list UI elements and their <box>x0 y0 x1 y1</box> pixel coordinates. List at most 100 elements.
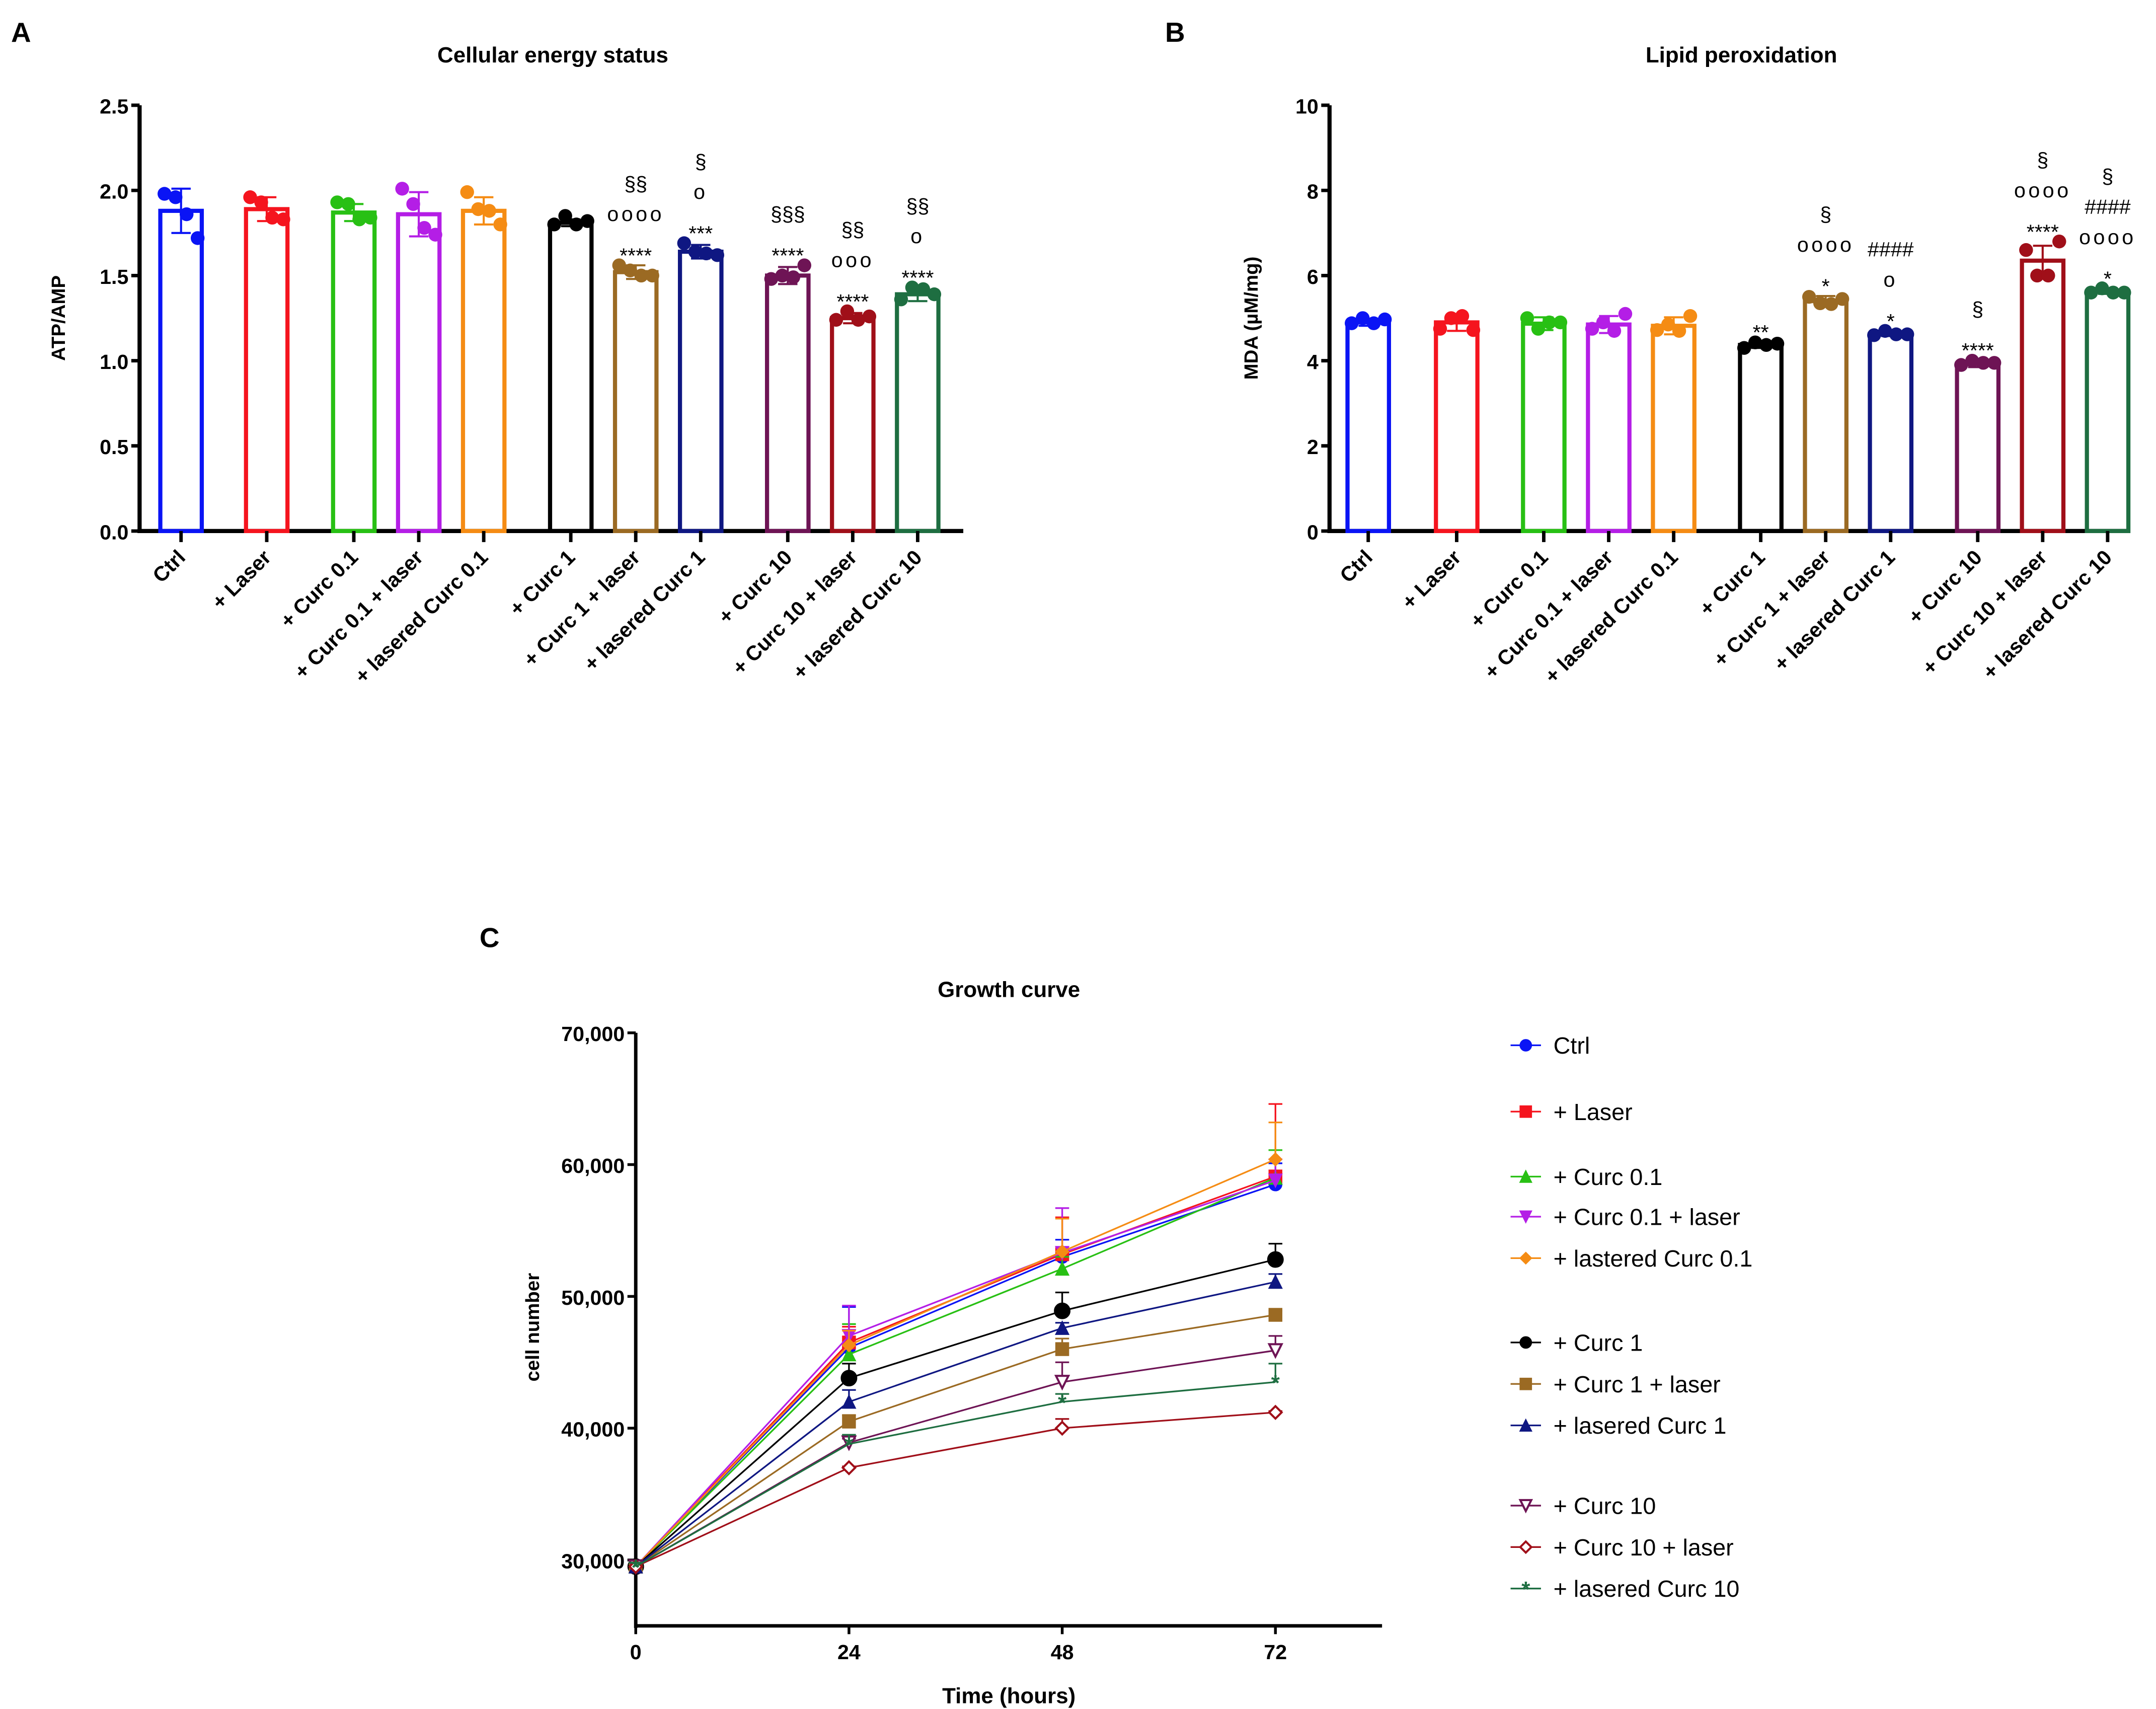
data-point <box>180 207 194 221</box>
chart-a-ylabel: ATP/AMP <box>48 275 69 361</box>
data-point <box>1889 327 1903 341</box>
data-point <box>1683 309 1698 323</box>
bar <box>1738 343 1784 534</box>
data-point <box>1672 324 1686 338</box>
bar <box>331 210 377 534</box>
data-point <box>1444 311 1458 325</box>
y-tick-label: 30,000 <box>561 1549 625 1573</box>
x-tick-label: + Curc 10 + laser <box>1917 546 2051 680</box>
data-point <box>406 197 420 211</box>
legend-label: + lastered Curc 0.1 <box>1554 1245 1753 1272</box>
significance-label: § <box>1820 203 1831 226</box>
data-point <box>645 268 659 283</box>
significance-label: **** <box>772 244 804 267</box>
data-point <box>2030 268 2044 283</box>
bar <box>677 249 724 534</box>
x-tick-label: + Curc 1 + laser <box>1709 546 1834 671</box>
significance-label: ** <box>1753 321 1769 344</box>
data-point <box>254 195 268 209</box>
bar <box>895 292 941 534</box>
data-point <box>471 202 485 216</box>
data-point <box>1377 312 1392 327</box>
bar <box>158 208 204 534</box>
y-tick-label: 0.0 <box>100 521 128 544</box>
data-point <box>1553 315 1568 330</box>
data-point <box>569 217 583 232</box>
marker-circle <box>1054 1302 1071 1319</box>
data-point <box>1759 338 1774 352</box>
y-tick-label: 60,000 <box>561 1154 625 1177</box>
significance-label: §§§ <box>771 202 805 226</box>
y-tick-label: 0.5 <box>100 435 128 459</box>
y-tick-label: 1.0 <box>100 350 128 374</box>
series-line <box>635 1183 1276 1568</box>
y-tick-label: 1.5 <box>100 265 128 288</box>
bar <box>1651 324 1697 534</box>
significance-label: o <box>1884 268 1898 291</box>
significance-label: §§ <box>906 194 930 217</box>
panel-label-c: C <box>480 922 500 953</box>
data-point <box>1748 335 1762 349</box>
bar <box>1345 320 1392 534</box>
data-point <box>265 210 279 225</box>
significance-label: * <box>2104 267 2112 290</box>
data-point <box>1835 292 1850 306</box>
chart-c-ylabel: cell number <box>522 1273 544 1382</box>
marker-circle <box>1519 1336 1532 1349</box>
series-line <box>635 1179 1276 1568</box>
significance-label: #### <box>2085 195 2131 218</box>
chart-c-xlabel: Time (hours) <box>942 1684 1075 1708</box>
legend-label: + Curc 10 + laser <box>1554 1534 1734 1561</box>
bar <box>460 208 507 534</box>
legend-label: + lasered Curc 1 <box>1554 1413 1727 1439</box>
marker-star: * <box>844 1433 854 1457</box>
x-tick-label: + Curc 1 + laser <box>519 546 644 671</box>
data-point <box>1650 323 1664 337</box>
significance-label: §§ <box>841 218 864 241</box>
legend-label: + lasered Curc 10 <box>1554 1576 1740 1602</box>
marker-star: * <box>1271 1371 1280 1395</box>
series-line <box>635 1177 1276 1568</box>
marker-triangle-down <box>1268 1173 1283 1188</box>
data-point <box>1455 309 1470 323</box>
data-point <box>2095 281 2109 295</box>
chart-c-title: Growth curve <box>938 977 1080 1002</box>
x-tick-label: + Curc 10 + laser <box>728 546 862 680</box>
data-point <box>634 268 648 283</box>
data-point <box>1878 324 1892 338</box>
marker-square <box>1055 1342 1069 1356</box>
panel-label-a: A <box>11 17 31 48</box>
bar <box>1868 332 1914 534</box>
data-point <box>363 210 377 225</box>
data-point <box>1596 315 1610 330</box>
legend-item: + Curc 10 + laser <box>1510 1534 1734 1561</box>
data-point <box>710 248 724 262</box>
x-tick-label: 48 <box>1051 1641 1074 1664</box>
significance-label: *** <box>688 222 713 245</box>
data-point <box>1824 297 1838 311</box>
data-point <box>916 282 931 296</box>
marker-star: * <box>632 1555 641 1580</box>
data-point <box>330 195 344 209</box>
series-line <box>635 1411 1276 1568</box>
series-0 <box>629 1162 1283 1574</box>
data-point <box>612 258 627 272</box>
marker-diamond <box>841 1338 857 1353</box>
data-point <box>1355 311 1370 325</box>
significance-label: * <box>1887 310 1895 333</box>
marker-triangle-down <box>1054 1375 1070 1391</box>
data-point <box>190 231 205 245</box>
y-tick-label: 2 <box>1307 435 1319 459</box>
data-point <box>428 228 442 242</box>
data-point <box>840 304 855 319</box>
data-point <box>1661 317 1675 332</box>
data-point <box>1737 341 1751 355</box>
legend-item: + Curc 1 <box>1510 1329 1643 1356</box>
x-tick-label: + lasered Curc 10 <box>788 546 927 684</box>
legend-label: + Laser <box>1554 1099 1633 1125</box>
series-6 <box>629 1308 1283 1574</box>
x-tick-label: Ctrl <box>1335 546 1377 587</box>
bar <box>612 270 659 534</box>
data-point <box>158 187 172 201</box>
